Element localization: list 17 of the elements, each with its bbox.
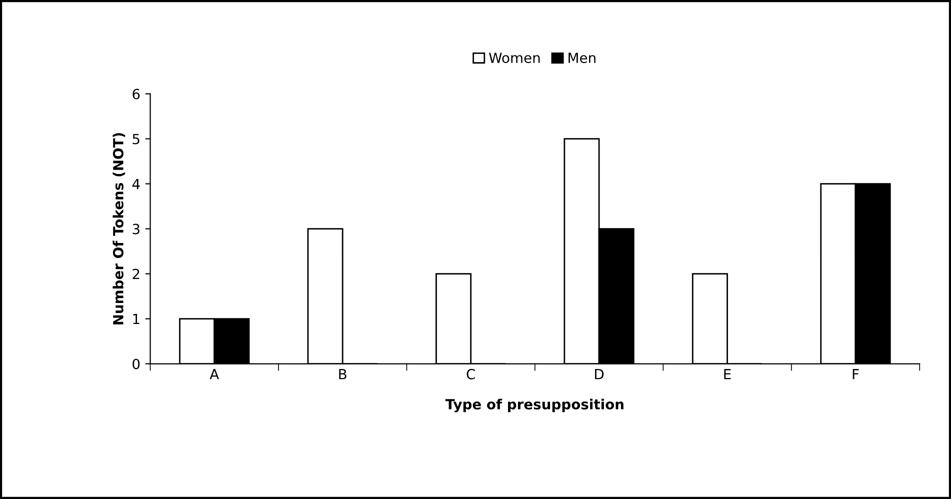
x-tick-label: A [210,369,220,380]
y-tick-label: 1 [133,314,140,324]
y-tick-label: 2 [132,268,140,280]
y-tick-label: 6 [132,88,140,100]
y-tick-label: 3 [132,224,140,234]
x-tick-label: B [339,369,346,380]
x-tick-label: C [466,368,475,380]
y-axis-title: Number Of Tokens (NOT) [112,133,126,324]
legend-label: Women [489,52,540,64]
y-tick-label: 0 [132,358,140,370]
x-axis-title: Type of presupposition [445,398,624,412]
x-tick-label: D [595,369,604,380]
y-tick-label: 4 [132,178,140,190]
x-tick-label: E [724,369,731,380]
legend-label: Men [568,52,596,64]
y-tick-label: 5 [132,134,140,144]
x-tick-label: F [852,369,859,380]
